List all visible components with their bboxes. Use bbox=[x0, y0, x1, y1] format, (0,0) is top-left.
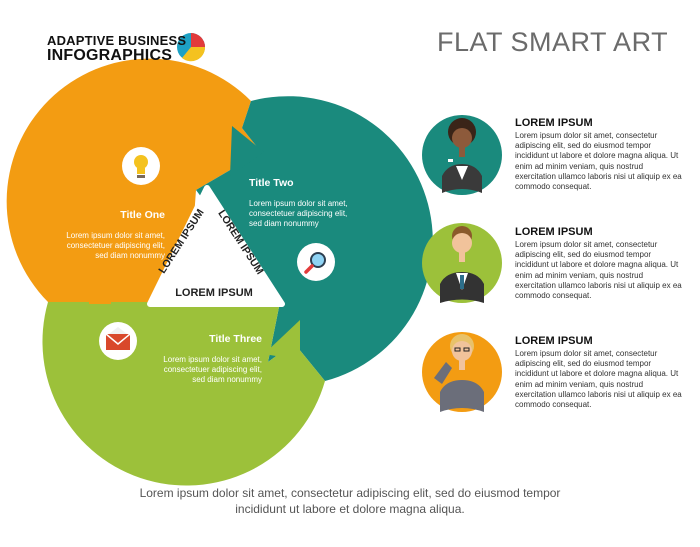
footer-line-2: incididunt ut labore et dolore magna ali… bbox=[235, 502, 465, 516]
segment-one-title: Title One bbox=[120, 209, 165, 221]
person-title: LOREM IPSUM bbox=[515, 335, 593, 347]
person-card-2: LOREM IPSUM Lorem ipsum dolor sit amet, … bbox=[515, 226, 685, 301]
segment-three-text-3: sed diam nonummy bbox=[192, 375, 262, 384]
envelope-icon bbox=[99, 322, 137, 360]
brand-line2: INFOGRAPHICS bbox=[47, 47, 173, 64]
segment-one-text-2: consectetuer adipiscing elit, bbox=[67, 241, 165, 250]
segment-two-text-2: consectetuer adipiscing elit, bbox=[249, 209, 347, 218]
person-title: LOREM IPSUM bbox=[515, 226, 593, 238]
logo-pie-icon bbox=[177, 33, 206, 62]
arrow-to-three bbox=[264, 320, 300, 360]
segment-three-text-1: Lorem ipsum dolor sit amet, bbox=[163, 355, 262, 364]
segment-one-text-3: sed diam nonummy bbox=[95, 251, 165, 260]
lightbulb-icon bbox=[122, 147, 160, 185]
magnifier-icon bbox=[297, 243, 335, 281]
person-description: Lorem ipsum dolor sit amet, consectetur … bbox=[515, 349, 682, 410]
person-description: Lorem ipsum dolor sit amet, consectetur … bbox=[515, 240, 682, 301]
woman-with-glasses-avatar bbox=[422, 332, 502, 412]
businessman-avatar bbox=[422, 223, 502, 303]
page-title: FLAT SMART ART bbox=[437, 27, 669, 57]
arrow-to-two bbox=[230, 126, 264, 176]
arrow-to-one bbox=[82, 268, 118, 292]
center-label-bottom: LOREM IPSUM bbox=[175, 287, 253, 299]
person-card-1: LOREM IPSUM Lorem ipsum dolor sit amet, … bbox=[515, 117, 685, 192]
center-triangle bbox=[147, 185, 285, 307]
segment-two-title: Title Two bbox=[249, 177, 294, 189]
person-description: Lorem ipsum dolor sit amet, consectetur … bbox=[515, 131, 682, 192]
segment-one-text-1: Lorem ipsum dolor sit amet, bbox=[66, 231, 165, 240]
footer-text: Lorem ipsum dolor sit amet, consectetur … bbox=[90, 485, 610, 517]
cycle-diagram: LOREM IPSUM LOREM IPSUM LOREM IPSUM Titl… bbox=[6, 58, 433, 486]
segment-three-text-2: consectetuer adipiscing elit, bbox=[164, 365, 262, 374]
segment-two bbox=[196, 96, 433, 381]
segment-two-text-3: sed diam nonummy bbox=[249, 219, 319, 228]
segment-three-title: Title Three bbox=[209, 333, 262, 345]
person-title: LOREM IPSUM bbox=[515, 117, 593, 129]
person-card-3: LOREM IPSUM Lorem ipsum dolor sit amet, … bbox=[515, 335, 685, 410]
footer-line-1: Lorem ipsum dolor sit amet, consectetur … bbox=[139, 486, 561, 500]
businesswoman-avatar bbox=[422, 115, 502, 195]
brand-line1: ADAPTIVE BUSINESS bbox=[47, 33, 187, 48]
segment-two-text-1: Lorem ipsum dolor sit amet, bbox=[249, 199, 348, 208]
